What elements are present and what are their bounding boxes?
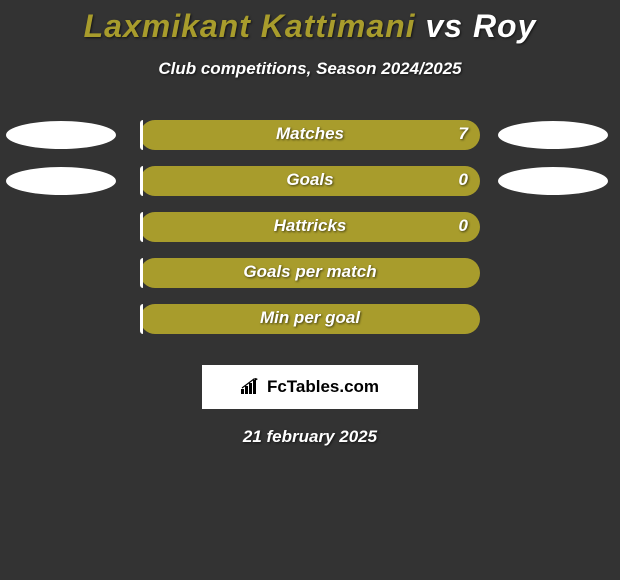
player2-marker	[498, 167, 608, 195]
logo-box: FcTables.com	[202, 365, 418, 409]
player2-marker	[498, 121, 608, 149]
stat-value: 7	[140, 124, 468, 144]
stat-row: Matches7	[0, 121, 620, 167]
player1-marker	[6, 167, 116, 195]
player2-name: Roy	[473, 8, 536, 44]
subtitle: Club competitions, Season 2024/2025	[0, 59, 620, 79]
stats-chart: Matches7Goals0Hattricks0 Goals per match M…	[0, 121, 620, 351]
logo-text: FcTables.com	[267, 377, 379, 397]
stat-value: 0	[140, 170, 468, 190]
logo: FcTables.com	[241, 377, 379, 397]
stat-label: Goals per match	[140, 262, 480, 282]
player1-name: Laxmikant Kattimani	[84, 8, 416, 44]
stat-row: Goals0	[0, 167, 620, 213]
player1-marker	[6, 121, 116, 149]
comparison-title: Laxmikant Kattimani vs Roy	[0, 0, 620, 45]
stat-row: Goals per match	[0, 259, 620, 305]
stat-row: Hattricks0	[0, 213, 620, 259]
date: 21 february 2025	[0, 427, 620, 447]
stat-label: Min per goal	[140, 308, 480, 328]
stat-row: Min per goal	[0, 305, 620, 351]
bar-chart-icon	[241, 378, 263, 396]
stat-value: 0	[140, 216, 468, 236]
vs-text: vs	[425, 8, 463, 44]
